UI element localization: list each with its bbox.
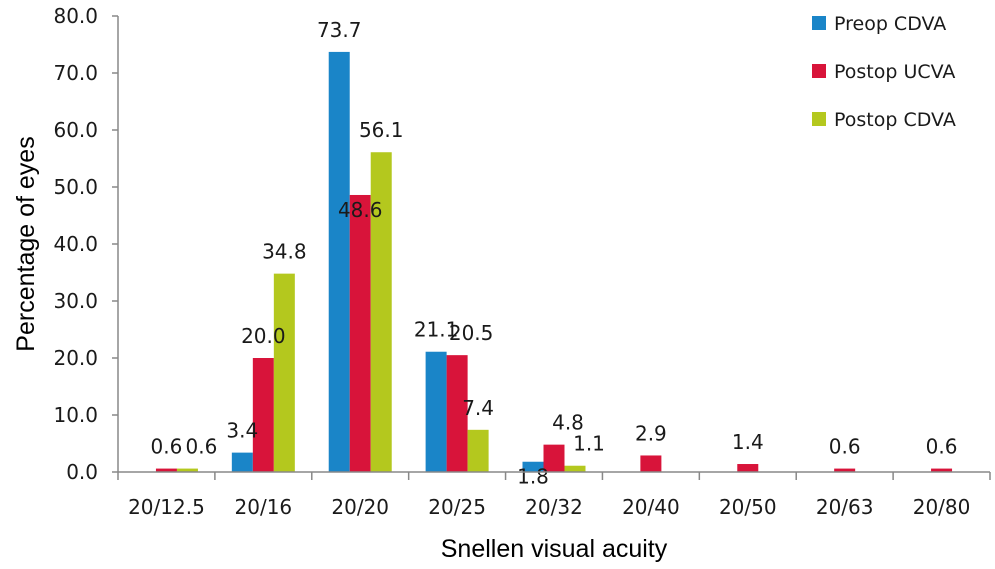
data-label-postop-cdva-20-16: 34.8 [262,240,307,264]
data-label-preop-cdva-20-20: 73.7 [317,18,362,42]
x-tick-label: 20/32 [525,495,583,519]
bar-postop-cdva-20-32 [564,465,586,472]
legend-label-postop-ucva: Postop UCVA [834,61,955,83]
data-label-postop-ucva-20-25: 20.5 [449,321,494,345]
data-label-postop-ucva-20-50: 1.4 [732,430,764,454]
bar-preop-cdva-20-32 [522,461,544,472]
legend-swatch-preop-cdva [812,16,826,30]
y-axis-title: Percentage of eyes [12,136,40,351]
y-tick-label: 50.0 [53,175,98,199]
legend-swatch-postop-cdva [812,112,826,126]
data-label-postop-ucva-20-80: 0.6 [926,435,958,459]
x-tick-label: 20/80 [913,495,971,519]
bar-postop-ucva-20-20 [349,194,371,473]
bar-postop-ucva-20-80 [931,468,953,472]
bar-postop-ucva-20-32 [543,444,565,472]
bar-postop-ucva-20-40 [640,455,662,472]
x-axis-title: Snellen visual acuity [441,535,668,563]
y-tick-label: 10.0 [53,403,98,427]
y-tick-label: 40.0 [53,232,98,256]
x-tick-label: 20/20 [331,495,389,519]
data-label-postop-ucva-20-12-5: 0.6 [151,435,183,459]
data-label-postop-ucva-20-40: 2.9 [635,421,667,445]
bar-postop-ucva-20-25 [446,355,468,472]
x-axis-ticks: 20/12.5 20/16 20/20 20/25 20/32 20/40 20/50 20/… [117,472,991,519]
x-tick-label: 20/16 [235,495,293,519]
data-label-postop-ucva-20-16: 20.0 [241,324,286,348]
bar-preop-cdva-20-16 [231,452,253,472]
x-tick-label: 20/25 [428,495,486,519]
legend-label-preop-cdva: Preop CDVA [834,13,946,35]
data-labels-group: 0.6 0.63.420.034.873.748.656.121.120.57.4… [151,18,958,489]
data-label-postop-cdva-20-20: 56.1 [359,118,404,142]
data-label-postop-ucva-20-32: 4.8 [552,411,584,435]
data-label-postop-cdva-20-12-5: 0.6 [186,435,218,459]
data-label-postop-ucva-20-20: 48.6 [338,198,383,222]
bar-postop-ucva-20-12-5 [155,468,177,472]
y-tick-label: 80.0 [53,4,98,28]
bar-postop-cdva-20-25 [467,429,489,472]
legend-label-postop-cdva: Postop CDVA [834,109,956,131]
bar-postop-cdva-20-20 [370,152,392,473]
x-tick-label: 20/50 [719,495,777,519]
data-label-preop-cdva-20-25: 21.1 [414,318,459,342]
legend-swatch-postop-ucva [812,64,826,78]
bar-preop-cdva-20-20 [328,51,350,472]
y-tick-label: 0.0 [66,460,98,484]
data-label-preop-cdva-20-16: 3.4 [226,419,258,443]
bar-postop-ucva-20-63 [834,468,856,472]
bar-preop-cdva-20-25 [425,351,447,472]
x-tick-label: 20/40 [622,495,680,519]
bar-postop-cdva-20-16 [273,273,295,472]
legend: Preop CDVA Postop UCVA Postop CDVA [812,13,956,131]
data-label-postop-cdva-20-32: 1.1 [573,432,605,456]
bars-group [155,51,953,473]
y-tick-label: 60.0 [53,118,98,142]
bar-postop-ucva-20-50 [737,464,759,472]
y-tick-label: 70.0 [53,61,98,85]
bar-postop-cdva-20-12-5 [176,468,198,472]
data-label-postop-cdva-20-25: 7.4 [462,396,494,420]
data-label-postop-ucva-20-63: 0.6 [829,435,861,459]
bar-postop-ucva-20-16 [252,358,274,472]
x-tick-label: 20/63 [816,495,874,519]
y-axis-ticks: 0.0 10.0 20.0 30.0 40.0 50.0 60.0 70.0 80.0 [53,4,118,484]
x-tick-label: 20/12.5 [128,495,205,519]
y-tick-label: 30.0 [53,289,98,313]
data-label-preop-cdva-20-32: 1.8 [517,465,549,489]
y-tick-label: 20.0 [53,346,98,370]
